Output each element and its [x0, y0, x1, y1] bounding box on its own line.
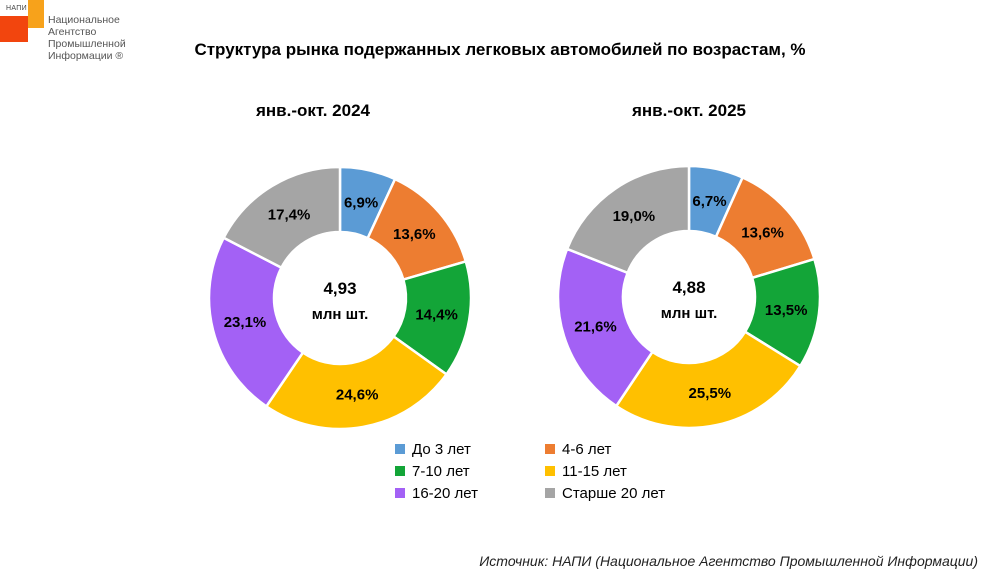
legend-swatch [395, 488, 405, 498]
logo-line: Информации ® [48, 50, 124, 62]
center-total-value: 4,93 [323, 279, 356, 298]
legend-item: До 3 лет [395, 441, 471, 458]
legend-label: 16-20 лет [412, 485, 478, 502]
legend-item: Старше 20 лет [545, 485, 665, 502]
source-note: Источник: НАПИ (Национальное Агентство П… [479, 553, 978, 569]
donut-slice [556, 247, 655, 408]
slice-data-label: 17,4% [268, 206, 311, 223]
slice-data-label: 23,1% [224, 314, 267, 331]
legend-swatch [395, 466, 405, 476]
donut-slice [221, 165, 342, 270]
slice-data-label: 6,9% [344, 194, 378, 211]
legend-item: 11-15 лет [545, 463, 627, 480]
slice-data-label: 19,0% [613, 208, 656, 225]
logo-small-text: НАПИ [6, 5, 27, 12]
slice-data-label: 24,6% [336, 386, 379, 403]
legend-item: 16-20 лет [395, 485, 478, 502]
slice-data-label: 21,6% [574, 318, 617, 335]
donut-slice [207, 236, 305, 409]
center-total-unit: млн шт. [661, 305, 718, 322]
logo-orange-square [28, 0, 44, 28]
legend-swatch [545, 466, 555, 476]
legend-label: 11-15 лет [562, 463, 627, 480]
logo-line: Промышленной [48, 38, 126, 50]
slice-data-label: 13,5% [765, 302, 808, 319]
legend-swatch [545, 444, 555, 454]
chart-subtitle-2025: янв.-окт. 2025 [631, 101, 746, 120]
slice-data-label: 13,6% [393, 226, 436, 243]
slice-data-label: 14,4% [415, 307, 458, 324]
legend-item: 4-6 лет [545, 441, 611, 458]
legend-label: 4-6 лет [562, 441, 612, 458]
donut-slice [264, 334, 449, 431]
chart-title: Структура рынка подержанных легковых авт… [194, 40, 806, 59]
donut-slice [614, 330, 803, 430]
slice-data-label: 25,5% [689, 385, 732, 402]
legend-swatch [395, 444, 405, 454]
logo-org-name: Национальное Агентство Промышленной Инфо… [48, 14, 138, 62]
logo-line: Агентство [48, 26, 97, 38]
slice-data-label: 6,7% [692, 193, 726, 210]
legend-item: 7-10 лет [395, 463, 470, 480]
center-total-value: 4,88 [672, 278, 705, 297]
slice-data-label: 13,6% [741, 224, 784, 241]
napi-logo: НАПИ Национальное Агентство Промышленной… [0, 0, 140, 80]
legend-label: Старше 20 лет [562, 485, 666, 502]
legend-label: 7-10 лет [412, 463, 470, 480]
logo-red-square [0, 16, 28, 42]
legend-swatch [545, 488, 555, 498]
center-total-unit: млн шт. [312, 306, 369, 323]
logo-line: Национальное [48, 14, 120, 26]
donut-slice [565, 164, 691, 275]
legend-label: До 3 лет [412, 441, 471, 458]
chart-subtitle-2024: янв.-окт. 2024 [255, 101, 370, 120]
